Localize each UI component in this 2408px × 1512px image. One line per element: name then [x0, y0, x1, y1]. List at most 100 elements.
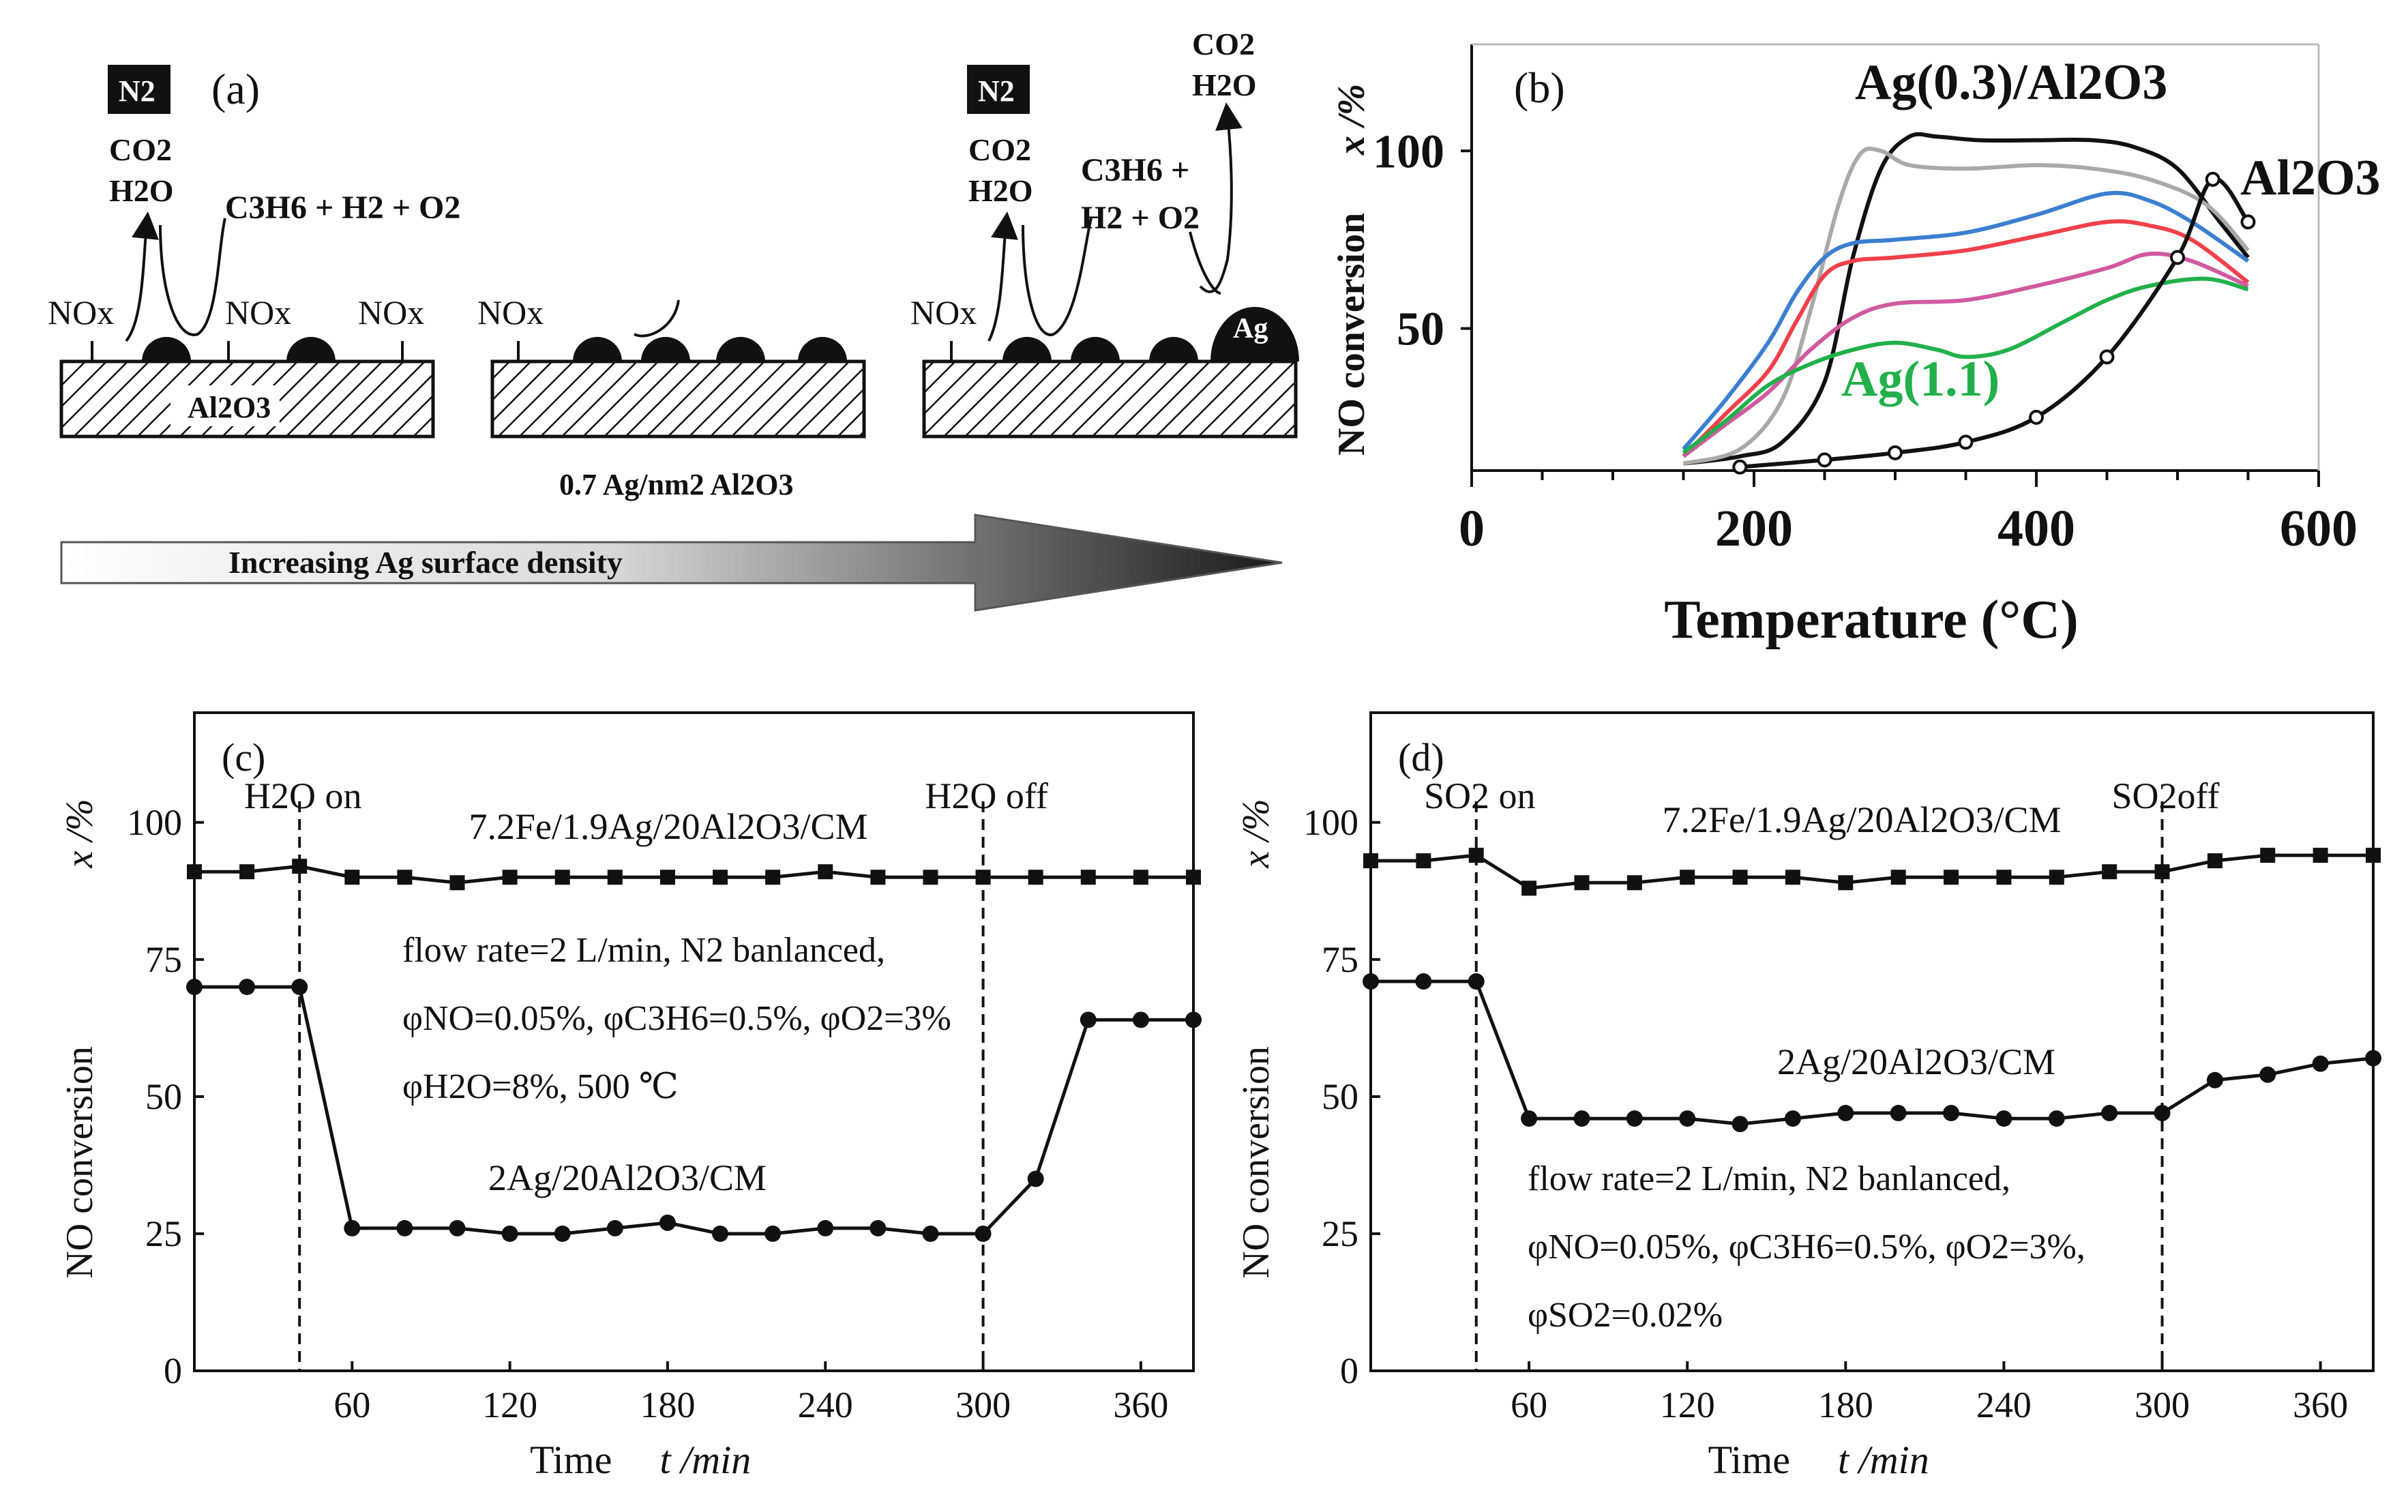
series-line — [194, 985, 1193, 1236]
x-tick-label: 360 — [2293, 1384, 2348, 1425]
data-point — [2102, 864, 2117, 880]
data-point — [764, 1225, 782, 1242]
x-tick-label: 120 — [1660, 1384, 1715, 1425]
data-point — [1785, 870, 1800, 885]
x-axis-unit: t /min — [1838, 1438, 1929, 1482]
ag-particle — [1149, 337, 1198, 361]
series-label-top: 7.2Fe/1.9Ag/20Al2O3/CM — [469, 806, 867, 847]
data-point — [1080, 870, 1096, 885]
data-point — [1363, 973, 1379, 990]
data-point — [1626, 875, 1642, 891]
data-point — [1521, 880, 1537, 896]
series-label-bottom: 2Ag/20Al2O3/CM — [1777, 1041, 2055, 1082]
ag-large-particle — [1210, 307, 1299, 361]
data-point — [1838, 875, 1854, 891]
event-label: SO2off — [2112, 775, 2220, 816]
data-point — [713, 870, 728, 885]
y-axis-label: NO conversion — [1331, 213, 1373, 456]
x-tick-label: 180 — [1818, 1384, 1873, 1425]
n2-badge-left — [108, 65, 170, 114]
data-point — [2365, 1050, 2381, 1067]
data-point — [2205, 171, 2220, 187]
data-point — [1186, 870, 1201, 885]
data-point — [187, 864, 202, 880]
data-point — [2313, 848, 2328, 863]
data-point — [1958, 434, 1974, 450]
ag-particles — [142, 307, 1299, 361]
data-point — [2312, 1055, 2329, 1072]
y-tick-label: 100 — [127, 802, 182, 843]
data-point — [765, 870, 781, 885]
ag-particle — [1002, 337, 1052, 361]
series-label-top: 7.2Fe/1.9Ag/20Al2O3/CM — [1662, 799, 2061, 840]
data-point — [1185, 1011, 1202, 1028]
data-point — [344, 1219, 361, 1236]
data-point — [1626, 1110, 1643, 1127]
x-tick-label: 300 — [955, 1384, 1011, 1425]
y-axis-unit: x /% — [59, 799, 101, 868]
x-axis-unit: t /min — [660, 1438, 752, 1482]
series-line — [1682, 190, 2250, 451]
reactants-right-1: C3H6 + — [1081, 152, 1189, 188]
data-point — [975, 870, 991, 885]
data-point — [554, 870, 570, 885]
series-line — [1682, 219, 2250, 458]
data-point — [1995, 1110, 2012, 1127]
x-tick-label: 0 — [1459, 500, 1485, 557]
data-point — [344, 870, 360, 885]
event-label: H2O on — [244, 775, 362, 816]
x-tick-label: 240 — [1976, 1384, 2032, 1425]
data-point — [292, 859, 308, 874]
panel-label: (d) — [1398, 735, 1444, 780]
density-arrow — [60, 514, 1283, 612]
data-point — [1574, 875, 1590, 891]
data-point — [397, 870, 413, 885]
data-point — [1890, 870, 1906, 885]
annotation-al2o3: Al2O3 — [2240, 150, 2381, 206]
panel-label: (c) — [222, 735, 265, 780]
nox-label: NOx — [48, 293, 114, 331]
panel-a-label: (a) — [211, 65, 260, 113]
data-point — [1028, 870, 1043, 885]
y-tick-label: 50 — [1397, 303, 1444, 356]
x-tick-label: 600 — [2280, 500, 2358, 557]
h2o-label: H2O — [109, 173, 174, 208]
series-line — [1683, 132, 2250, 466]
y-axis-unit: x /% — [1331, 84, 1373, 155]
data-point — [869, 1219, 887, 1236]
series-line — [1682, 147, 2250, 466]
panel-d-chart: 60 120 180 240 300 360 0 25 50 75 100 Time t /min NO … — [1235, 711, 2381, 1482]
support-label-bg — [170, 385, 280, 426]
ag-particle — [716, 337, 765, 361]
data-point — [502, 870, 518, 885]
data-point — [2260, 848, 2276, 863]
data-point — [922, 1225, 939, 1242]
n2-badge-text: N2 — [978, 74, 1015, 108]
y-tick-label: 50 — [145, 1076, 182, 1117]
h2o-label: H2O — [1192, 68, 1257, 102]
data-point — [1837, 1105, 1854, 1122]
panel-c-chart: 60 120 180 240 300 360 0 25 50 75 100 Time t /min NO … — [59, 711, 1202, 1482]
data-point — [870, 870, 886, 885]
data-point — [291, 979, 308, 996]
ag-label: Ag — [1233, 313, 1268, 344]
x-tick-label: 300 — [2135, 1384, 2190, 1425]
ag-particle — [798, 337, 847, 361]
x-tick-label: 120 — [482, 1384, 537, 1425]
data-point — [1890, 1105, 1907, 1122]
data-point — [923, 870, 938, 885]
n2-badge-text: N2 — [119, 74, 155, 108]
x-tick-label: 180 — [640, 1384, 695, 1425]
support-block-3 — [922, 359, 1298, 439]
plot-frame — [193, 711, 1195, 1372]
series-line — [1740, 177, 2250, 469]
data-point — [2154, 1105, 2171, 1122]
ag-particle — [142, 337, 191, 361]
data-point — [1027, 1170, 1044, 1187]
data-point — [607, 870, 623, 885]
y-tick-label: 75 — [1322, 939, 1358, 980]
event-label: SO2 on — [1424, 775, 1536, 816]
data-point — [449, 1219, 466, 1236]
y-tick-label: 0 — [1340, 1350, 1358, 1391]
